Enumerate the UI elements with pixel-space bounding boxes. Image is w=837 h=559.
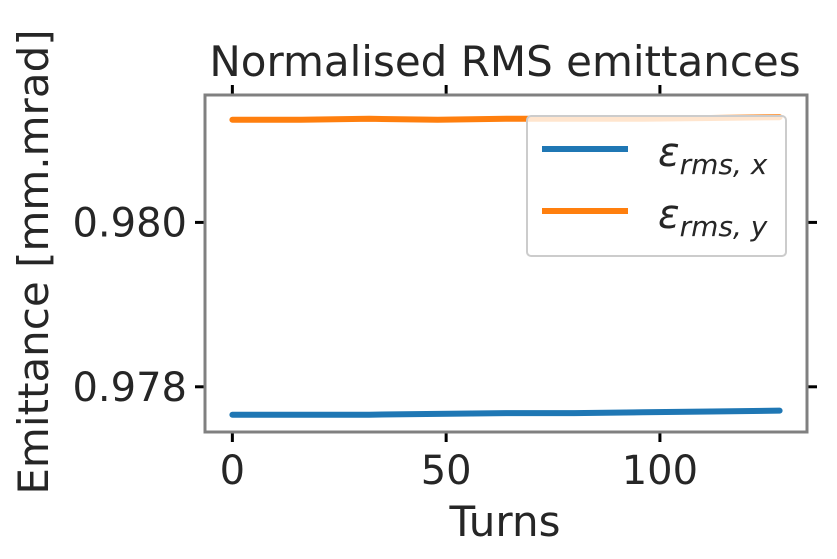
chart-title: Normalised RMS emittances: [209, 37, 800, 86]
series-line-0: [229, 407, 783, 418]
legend-label-y-main: ε: [658, 192, 680, 238]
legend-label-x: εrms, x: [658, 130, 768, 181]
legend-label-y: εrms, y: [658, 192, 768, 243]
plot-frame: [203, 93, 809, 434]
y-tick-label: 0.978: [72, 365, 187, 411]
legend: εrms, x εrms, y: [526, 115, 787, 257]
tick-layer: 0 50 100 0.978 0.980: [72, 85, 817, 494]
x-tick-label: 100: [622, 448, 698, 494]
x-axis-label: Turns: [449, 497, 561, 546]
legend-label-x-sub: rms, x: [680, 148, 768, 181]
x-tick-label: 0: [220, 448, 245, 494]
legend-label-y-sub: rms, y: [680, 210, 768, 243]
y-axis-label: Emittance [mm.mrad]: [9, 29, 58, 494]
x-tick-label: 50: [421, 448, 472, 494]
y-tick-label: 0.980: [72, 200, 187, 246]
legend-label-x-main: ε: [658, 130, 680, 176]
